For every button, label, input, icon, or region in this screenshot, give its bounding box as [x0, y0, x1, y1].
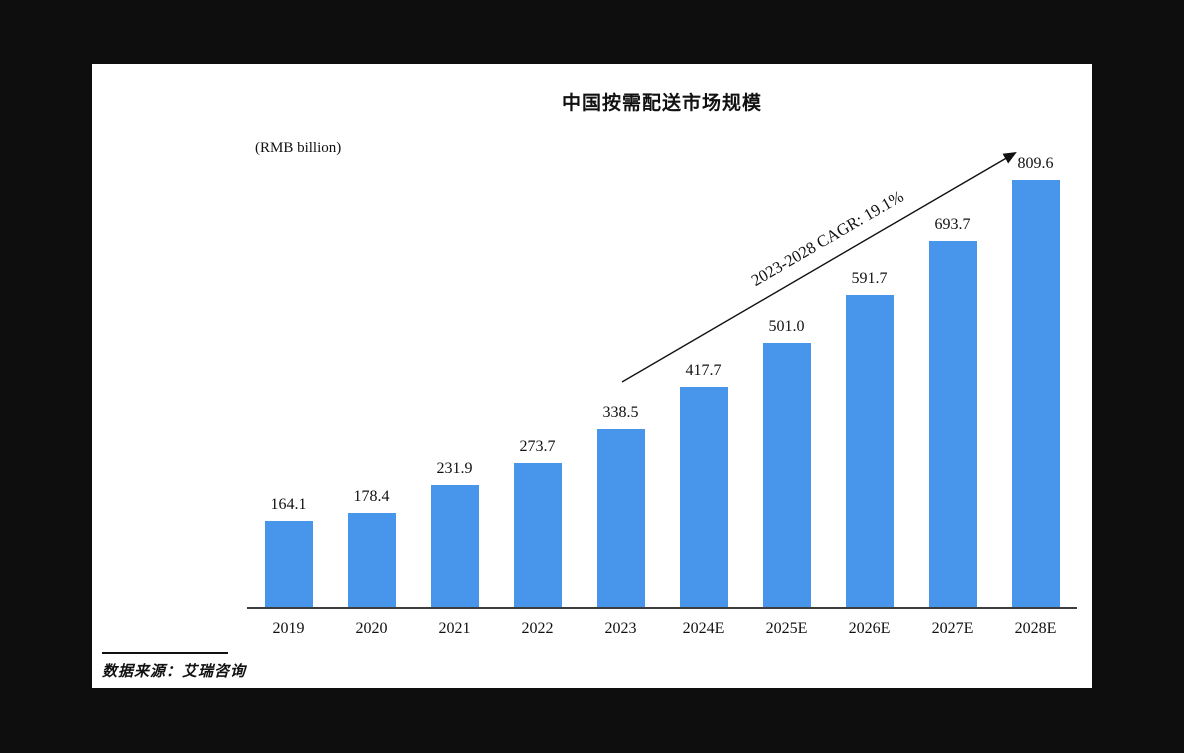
x-axis-line	[247, 607, 1077, 609]
bar	[928, 241, 977, 607]
bar	[513, 463, 562, 607]
bar	[679, 387, 728, 607]
bar-value-label: 591.7	[851, 270, 888, 287]
x-axis-tick-label: 2028E	[1014, 620, 1057, 637]
bar	[845, 295, 894, 607]
bar-value-label: 809.6	[1017, 155, 1054, 172]
x-axis-tick-label: 2026E	[848, 620, 891, 637]
x-axis-tick-label: 2021	[438, 620, 471, 637]
x-axis-tick-label: 2019	[272, 620, 305, 637]
bar	[596, 429, 645, 607]
bar-value-label: 231.9	[436, 460, 473, 477]
x-axis-tick-label: 2022	[521, 620, 554, 637]
chart-title: 中国按需配送市场规模	[561, 92, 762, 114]
bar-value-label: 273.7	[519, 438, 556, 455]
plot-area: 164.1 2019 178.4 2020 231.9 2021 273.7 2022 338.…	[92, 64, 1092, 688]
bar-value-label: 501.0	[768, 318, 805, 335]
bar	[347, 513, 396, 607]
x-axis-tick-label: 2024E	[682, 620, 725, 637]
data-source-label: 数据来源：艾瑞咨询	[102, 662, 247, 680]
bar-value-label: 178.4	[353, 488, 390, 505]
bar	[1011, 180, 1060, 607]
bar-value-label: 417.7	[685, 362, 722, 379]
x-axis-tick-label: 2025E	[765, 620, 808, 637]
x-axis-tick-label: 2023	[604, 620, 637, 637]
source-divider-line	[102, 652, 228, 654]
x-axis-tick-label: 2020	[355, 620, 388, 637]
bar-value-label: 164.1	[270, 496, 307, 513]
bar	[762, 343, 811, 607]
bar	[264, 521, 313, 607]
y-axis-unit-label: (RMB billion)	[255, 140, 342, 156]
bar-value-label: 338.5	[602, 404, 639, 421]
bar	[430, 485, 479, 607]
x-axis-tick-label: 2027E	[931, 620, 974, 637]
bar-value-label: 693.7	[934, 216, 971, 233]
chart-panel: 中国按需配送市场规模 (RMB billion) 164.1 2019 178.4 2…	[92, 64, 1092, 688]
